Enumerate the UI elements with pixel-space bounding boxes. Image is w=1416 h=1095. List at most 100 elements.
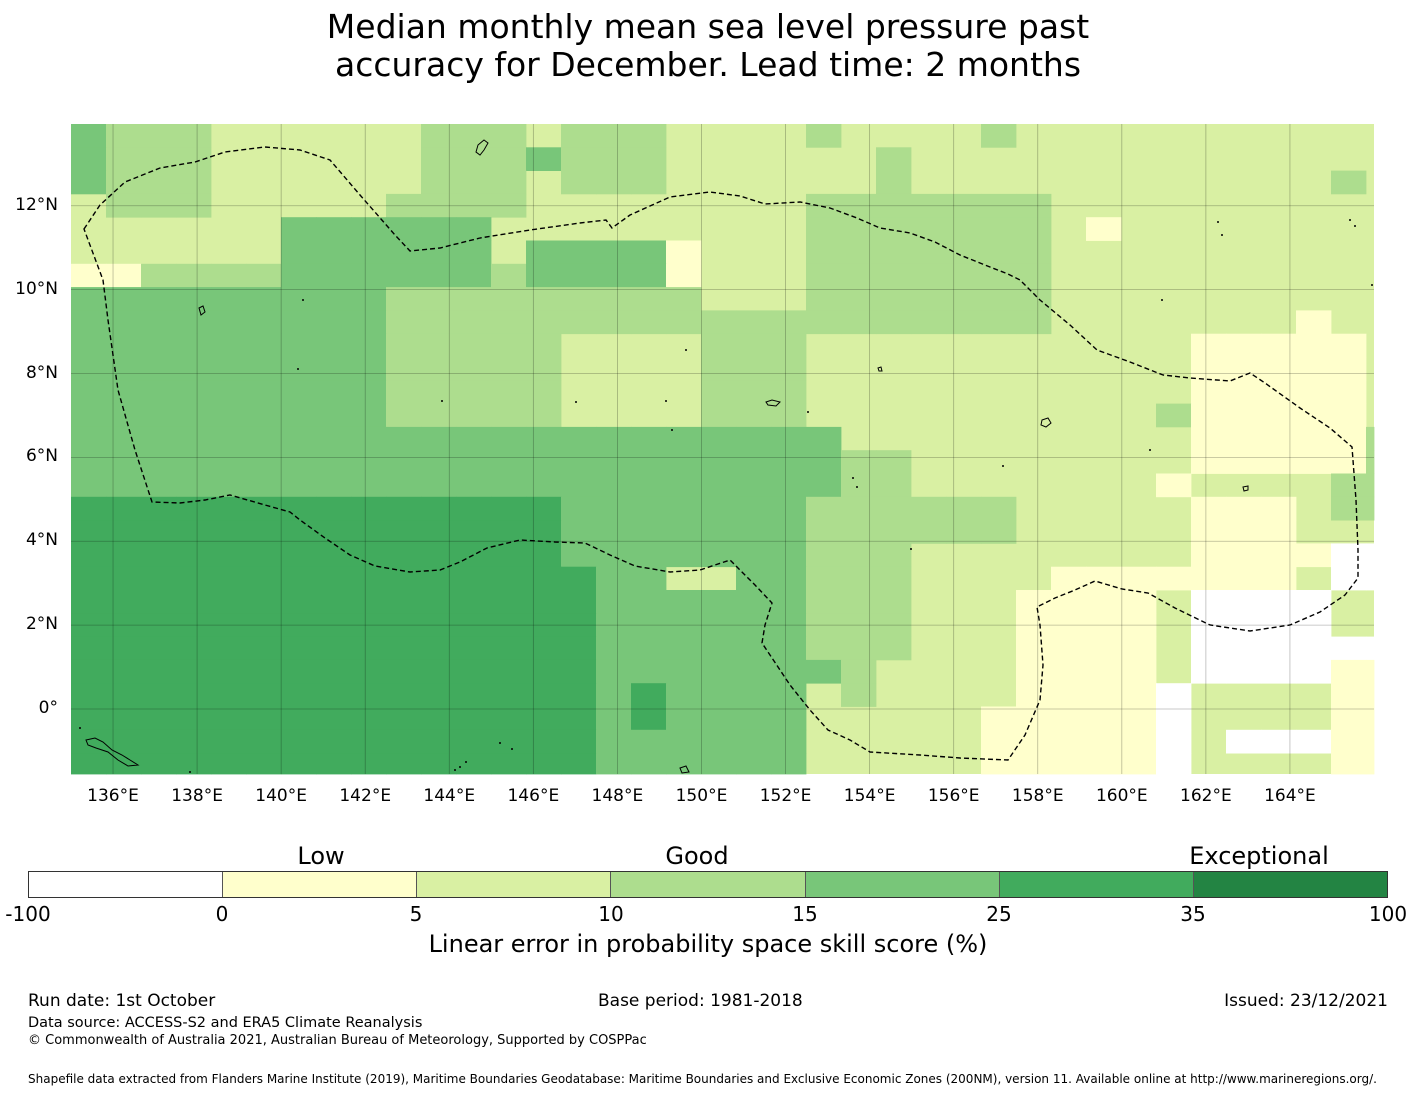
skill-cell	[1121, 729, 1157, 754]
skill-cell	[281, 683, 317, 707]
skill-cell	[351, 217, 387, 241]
skill-cell	[1366, 753, 1375, 775]
skill-cell	[1366, 706, 1375, 731]
lon-label: 152°E	[759, 786, 812, 806]
colorbar-segment	[805, 872, 1000, 897]
lat-label: 12°N	[15, 194, 58, 215]
base-period: Base period: 1981-2018	[598, 991, 803, 1011]
skill-cell	[1016, 659, 1052, 684]
skill-cell	[246, 706, 282, 731]
skill-cell	[596, 147, 632, 171]
skill-cell	[806, 613, 842, 637]
skill-cell	[1086, 217, 1122, 241]
skill-cell	[561, 426, 597, 451]
skill-cell	[421, 263, 457, 288]
skill-cell	[596, 729, 632, 754]
skill-cell	[246, 729, 282, 754]
skill-cell	[316, 310, 352, 335]
skill-cell	[176, 659, 212, 684]
skill-cell	[806, 193, 842, 218]
skill-cell	[701, 473, 737, 498]
skill-cell	[211, 333, 247, 358]
skill-cell	[141, 659, 177, 684]
skill-cell	[876, 450, 912, 474]
skill-cell	[491, 706, 527, 731]
skill-cell	[561, 543, 597, 568]
skill-cell	[1226, 659, 1262, 684]
lon-label: 148°E	[591, 786, 644, 806]
skill-cell	[246, 380, 282, 404]
skill-cell	[106, 473, 142, 498]
skill-cell	[71, 147, 107, 171]
skill-cell	[281, 636, 317, 661]
skill-cell	[736, 473, 772, 498]
skill-cell	[456, 403, 492, 428]
skill-cell	[526, 496, 562, 521]
skill-cell	[456, 590, 492, 614]
skill-cell	[841, 566, 877, 591]
skill-cell	[1331, 426, 1367, 451]
skill-cell	[386, 287, 422, 311]
skill-cell	[701, 357, 737, 381]
skill-cell	[246, 613, 282, 637]
skill-cell	[876, 310, 912, 335]
skill-cell	[71, 683, 107, 707]
skill-cell	[246, 426, 282, 451]
skill-cell	[736, 613, 772, 637]
skill-cell	[141, 426, 177, 451]
skill-cell	[176, 333, 212, 358]
skill-cell	[701, 310, 737, 335]
skill-cell	[71, 357, 107, 381]
skill-cell	[666, 706, 702, 731]
skill-cell	[386, 333, 422, 358]
skill-cell	[1296, 450, 1332, 474]
skill-cell	[1261, 450, 1297, 474]
skill-cell	[876, 263, 912, 288]
skill-cell	[421, 193, 457, 218]
skill-cell	[666, 240, 702, 265]
skill-cell	[736, 729, 772, 754]
skill-cell	[1331, 333, 1367, 358]
skill-cell	[141, 520, 177, 544]
skill-cell	[876, 147, 912, 171]
skill-cell	[631, 310, 667, 335]
skill-cell	[176, 147, 212, 171]
skill-cell	[526, 426, 562, 451]
skill-cell	[1331, 450, 1367, 474]
island-lukunor	[679, 765, 690, 774]
skill-cell	[141, 543, 177, 568]
skill-cell	[596, 124, 632, 148]
skill-cell	[666, 310, 702, 335]
skill-cell	[246, 403, 282, 428]
skill-cell	[1121, 706, 1157, 731]
skill-cell	[981, 287, 1017, 311]
skill-cell	[701, 613, 737, 637]
skill-cell	[806, 450, 842, 474]
skill-cell	[1156, 753, 1192, 775]
skill-cell	[806, 659, 842, 684]
skill-cell	[351, 706, 387, 731]
lat-label: 10°N	[15, 278, 58, 299]
skill-cell	[841, 613, 877, 637]
eez-boundary	[83, 146, 1359, 761]
skill-cell	[526, 566, 562, 591]
skill-cell	[561, 566, 597, 591]
skill-cell	[71, 287, 107, 311]
skill-cell	[526, 613, 562, 637]
skill-cell	[841, 590, 877, 614]
skill-cell	[421, 240, 457, 265]
skill-cell	[421, 310, 457, 335]
skill-cell	[421, 729, 457, 754]
skill-cell	[491, 147, 527, 171]
skill-cell	[841, 240, 877, 265]
skill-cell	[281, 496, 317, 521]
skill-cell	[526, 706, 562, 731]
skill-cell	[421, 706, 457, 731]
skill-cell	[1051, 636, 1087, 661]
skill-cell	[631, 543, 667, 568]
skill-cell	[246, 543, 282, 568]
skill-cell	[876, 543, 912, 568]
skill-cell	[491, 333, 527, 358]
colorbar-tick: 100	[1368, 902, 1408, 926]
chart-title-line2: accuracy for December. Lead time: 2 mont…	[334, 45, 1082, 84]
